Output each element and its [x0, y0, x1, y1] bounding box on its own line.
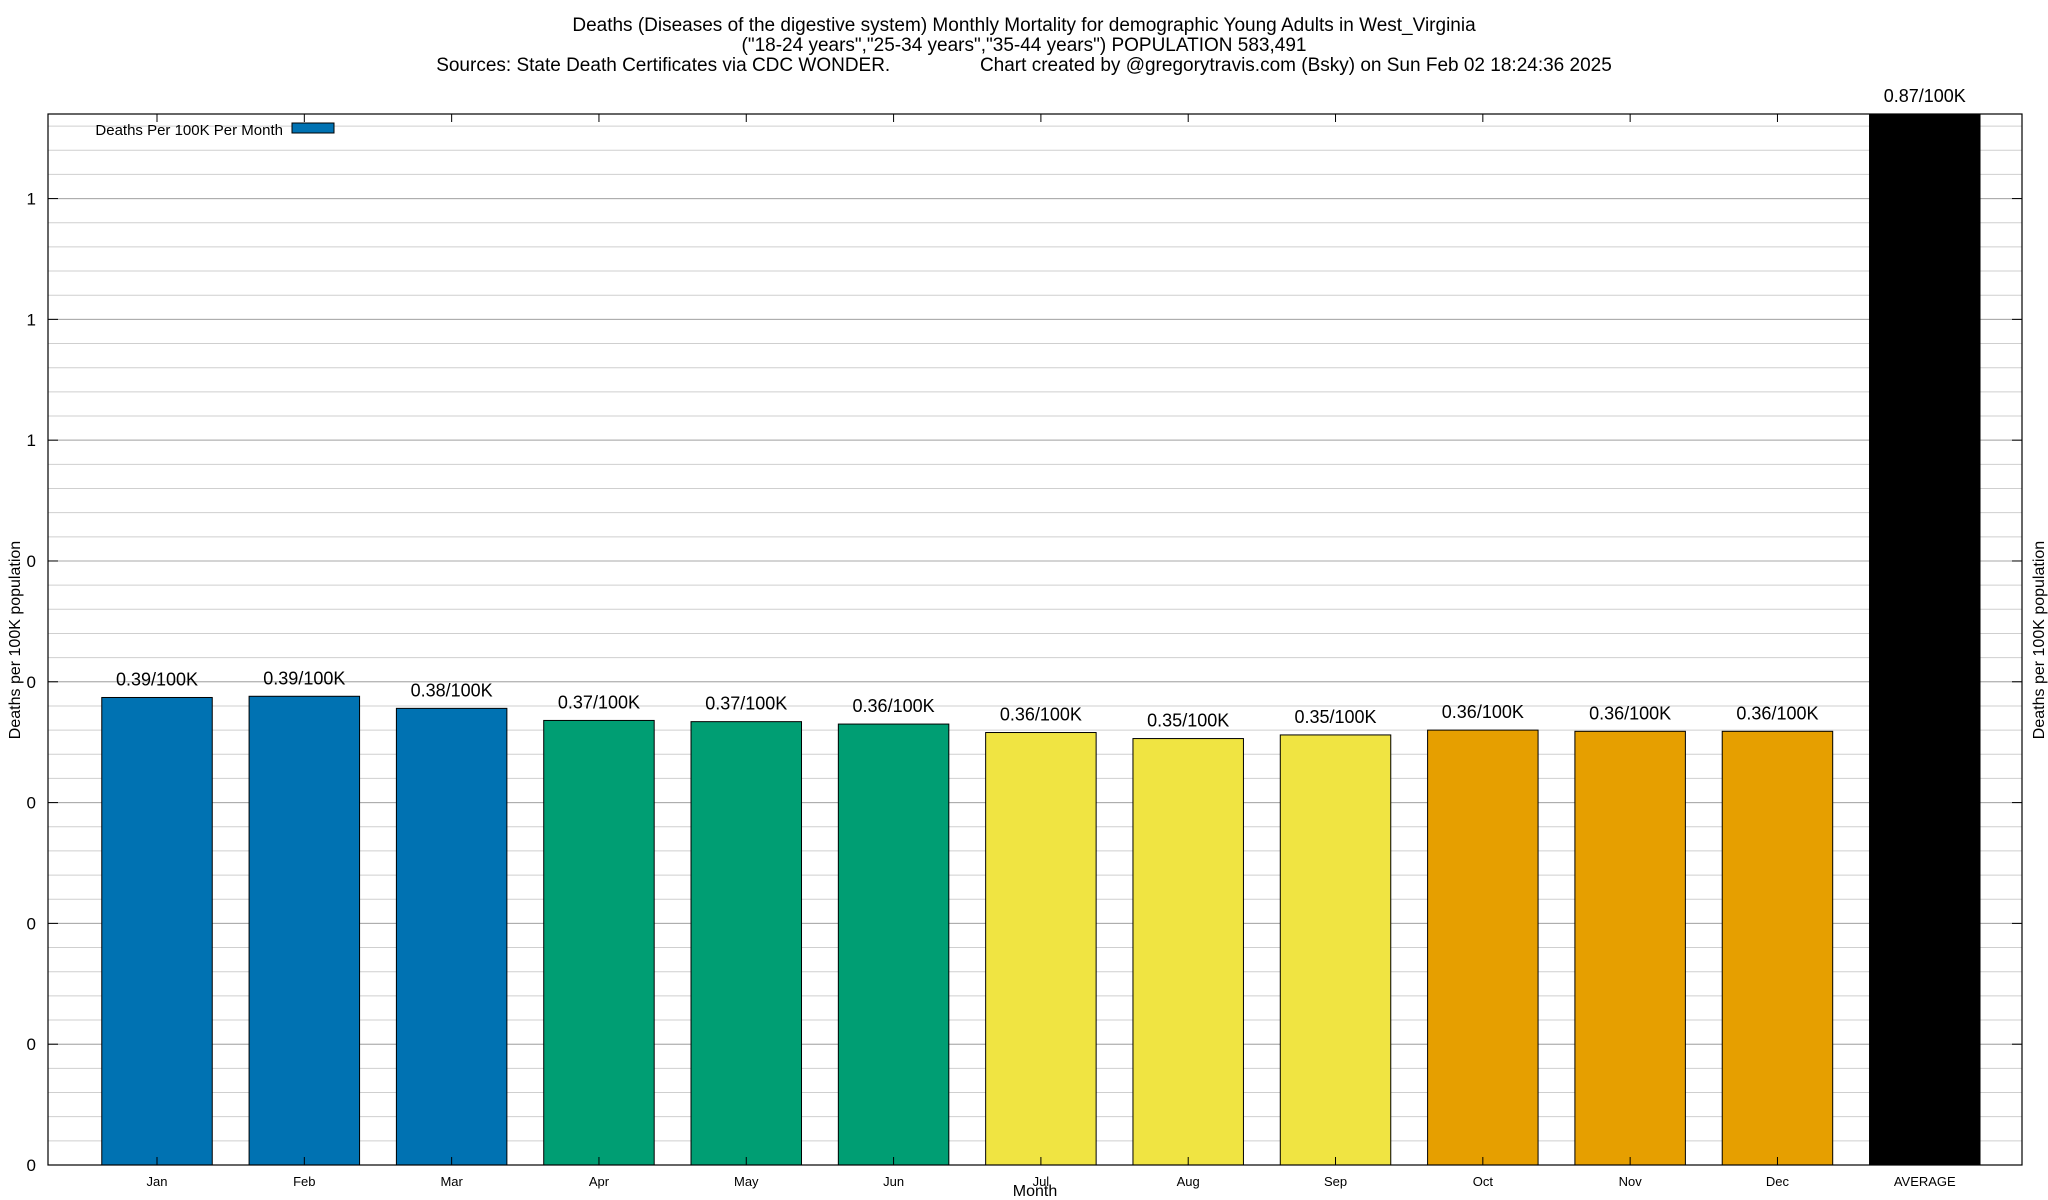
- bar-apr: [543, 719, 655, 1166]
- legend: Deaths Per 100K Per Month: [95, 122, 335, 139]
- x-tick-label: Jul: [1033, 1174, 1050, 1189]
- y-tick-label: 0: [27, 1156, 36, 1175]
- title-line-1: Deaths (Diseases of the digestive system…: [572, 15, 1476, 36]
- bar-value-label: 0.36/100K: [853, 696, 935, 716]
- x-axis-label: Month: [1013, 1183, 1057, 1200]
- bars: 0.39/100K 0.39/100K 0.38/100K 0.37/100K 0.37…: [101, 86, 1981, 1166]
- bar-value-label: 0.36/100K: [1000, 705, 1082, 725]
- y-axis-label: Deaths per 100K population: [7, 541, 24, 739]
- bar-nov: [1574, 730, 1686, 1166]
- bar-feb: [248, 695, 361, 1166]
- bar-average: [1869, 113, 1981, 1166]
- bar-value-label: 0.37/100K: [705, 694, 787, 714]
- bar-aug: [1132, 738, 1244, 1166]
- legend-label: Deaths Per 100K Per Month: [95, 122, 283, 139]
- bar-value-label: 0.87/100K: [1884, 86, 1966, 106]
- x-tick-label: Jun: [883, 1174, 904, 1189]
- x-tick-label: Aug: [1177, 1174, 1200, 1189]
- x-tick-label: Dec: [1766, 1174, 1790, 1189]
- x-tick-label: Apr: [589, 1174, 610, 1189]
- y2-axis-label: Deaths per 100K population: [2031, 541, 2048, 739]
- bar-oct: [1427, 729, 1539, 1166]
- y-tick-label: 0: [27, 1035, 36, 1054]
- bar-value-label: 0.35/100K: [1294, 707, 1376, 727]
- bar-value-label: 0.35/100K: [1147, 711, 1229, 731]
- y-tick-label: 0: [27, 552, 36, 571]
- x-tick-label: Feb: [293, 1174, 315, 1189]
- bar-sep: [1279, 734, 1392, 1166]
- bar-value-label: 0.39/100K: [116, 669, 198, 689]
- bar-jan: [101, 696, 213, 1166]
- bar-dec: [1721, 730, 1834, 1166]
- bar-value-label: 0.36/100K: [1442, 702, 1524, 722]
- bar-value-label: 0.37/100K: [558, 692, 640, 712]
- title-line-3: Sources: State Death Certificates via CD…: [436, 55, 1612, 76]
- bar-jul: [985, 732, 1097, 1166]
- x-tick-label: Oct: [1473, 1174, 1494, 1189]
- y-tick-label: 0: [27, 794, 36, 813]
- bar-jun: [837, 723, 950, 1166]
- y-tick-label: 1: [27, 310, 36, 329]
- y-tick-label: 0: [27, 673, 36, 692]
- x-tick-label: AVERAGE: [1894, 1174, 1956, 1189]
- chart-title: Deaths (Diseases of the digestive system…: [436, 15, 1612, 76]
- plot-border: [47, 113, 2023, 1166]
- title-line-2: ("18-24 years","25-34 years","35-44 year…: [742, 35, 1307, 56]
- bar-value-label: 0.38/100K: [411, 680, 493, 700]
- x-tick-label: Mar: [440, 1174, 463, 1189]
- bar-may: [690, 721, 803, 1166]
- bar-value-label: 0.39/100K: [263, 668, 345, 688]
- bar-value-label: 0.36/100K: [1736, 703, 1818, 723]
- y-tick-label: 1: [27, 431, 36, 450]
- x-tick-label: Sep: [1324, 1174, 1347, 1189]
- x-tick-label: May: [734, 1174, 759, 1189]
- y-tick-label: 0: [27, 914, 36, 933]
- x-tick-label: Nov: [1619, 1174, 1643, 1189]
- legend-swatch: [291, 122, 335, 134]
- y-tick-label: 1: [27, 190, 36, 209]
- bar-value-label: 0.36/100K: [1589, 703, 1671, 723]
- bar-mar: [395, 707, 508, 1166]
- x-tick-label: Jan: [147, 1174, 168, 1189]
